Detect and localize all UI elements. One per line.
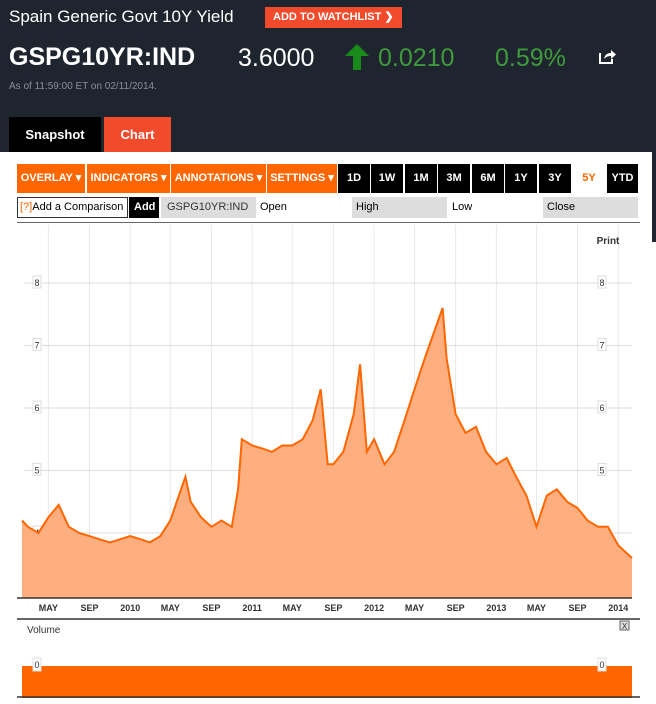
x-tick-label: MAY — [527, 603, 546, 613]
indicators-menu[interactable]: INDICATORS ▾ — [87, 164, 170, 193]
price-area — [22, 308, 632, 598]
range-1w-button[interactable]: 1W — [371, 164, 403, 193]
as-of-timestamp: As of 11:59:00 ET on 02/11/2014. — [9, 81, 157, 92]
x-tick-label: SEP — [80, 603, 98, 613]
volume-bars — [22, 666, 632, 698]
tab-chart[interactable]: Chart — [104, 117, 171, 152]
x-tick-label: 2012 — [364, 603, 384, 613]
open-label: Open — [260, 201, 287, 213]
y-tick-box — [597, 400, 607, 414]
range-3m-button[interactable]: 3M — [438, 164, 470, 193]
x-tick-label: MAY — [405, 603, 424, 613]
tab-snapshot[interactable]: Snapshot — [9, 117, 101, 152]
x-tick-label: 2013 — [486, 603, 506, 613]
range-6m-button[interactable]: 6M — [472, 164, 504, 193]
price-line — [21, 307, 633, 559]
y-tick-box — [32, 338, 42, 351]
range-ytd-button[interactable]: YTD — [607, 164, 638, 193]
price-chart[interactable]: MAY SEP 2010 MAY SEP 2011 MAY SEP 2012 MAY SEP 2013… — [0, 222, 656, 704]
x-tick-label: SEP — [447, 603, 465, 613]
x-tick-label: MAY — [39, 603, 58, 613]
volume-tick-box — [597, 657, 607, 672]
high-label: High — [352, 197, 447, 218]
annotations-menu[interactable]: ANNOTATIONS ▾ — [171, 164, 266, 193]
percent-change: 0.59% — [495, 44, 566, 72]
x-tick-label: MAY — [283, 603, 302, 613]
print-button[interactable]: Print — [597, 236, 620, 247]
volume-tick-label: 0 — [34, 660, 39, 670]
comparison-placeholder: Add a Comparison — [32, 201, 124, 213]
range-1y-button[interactable]: 1Y — [505, 164, 537, 193]
y-tick-box — [597, 275, 607, 289]
range-3y-button[interactable]: 3Y — [539, 164, 571, 193]
close-icon[interactable]: X — [622, 622, 628, 631]
comparison-input[interactable]: [?]Add a Comparison — [17, 197, 128, 218]
range-5y-button[interactable]: 5Y — [573, 164, 605, 193]
overlay-menu[interactable]: OVERLAY ▾ — [17, 164, 85, 193]
y-tick-label: 7 — [599, 341, 604, 351]
volume-tick-label: 0 — [599, 660, 604, 670]
quote-header: Spain Generic Govt 10Y Yield ADD TO WATC… — [0, 0, 656, 152]
symbol-label: GSPG10YR:IND — [161, 197, 256, 218]
close-label: Close — [543, 197, 638, 218]
volume-label: Volume — [27, 625, 61, 636]
range-1d-button[interactable]: 1D — [338, 164, 370, 193]
y-tick-label: 6 — [34, 403, 39, 413]
y-tick-box — [597, 463, 607, 476]
x-tick-label: 2010 — [120, 603, 140, 613]
x-tick-label: SEP — [324, 603, 342, 613]
y-tick-box — [32, 400, 42, 414]
x-tick-label: MAY — [161, 603, 180, 613]
price-value: 3.6000 — [238, 44, 315, 72]
page-title: Spain Generic Govt 10Y Yield — [9, 7, 234, 26]
volume-tick-box — [32, 657, 42, 672]
y-tick-label: 8 — [599, 278, 604, 288]
price-change: 0.0210 — [378, 44, 455, 72]
y-tick-box — [32, 463, 42, 476]
share-icon[interactable] — [598, 48, 616, 64]
range-1m-button[interactable]: 1M — [405, 164, 437, 193]
y-tick-label: 5 — [599, 466, 604, 476]
x-tick-label: 2011 — [242, 603, 262, 613]
x-tick-label: SEP — [202, 603, 220, 613]
y-tick-label: 5 — [34, 466, 39, 476]
help-icon[interactable]: [?] — [20, 201, 33, 213]
scrollbar[interactable] — [652, 152, 656, 242]
y-tick-label: 8 — [34, 278, 39, 288]
y-tick-label: 6 — [599, 403, 604, 413]
add-to-watchlist-button[interactable]: ADD TO WATCHLIST ❯ — [265, 7, 402, 28]
x-tick-label: 2014 — [608, 603, 628, 613]
low-label: Low — [452, 201, 473, 213]
y-tick-box — [597, 338, 607, 351]
y-tick-box — [32, 275, 42, 289]
close-volume-button[interactable] — [619, 620, 630, 631]
x-tick-label: SEP — [569, 603, 587, 613]
ticker-symbol: GSPG10YR:IND — [9, 43, 196, 71]
up-arrow-icon — [345, 44, 369, 70]
y-tick-label: 7 — [34, 341, 39, 351]
add-comparison-button[interactable]: Add — [129, 197, 159, 218]
settings-menu[interactable]: SETTINGS ▾ — [267, 164, 337, 193]
